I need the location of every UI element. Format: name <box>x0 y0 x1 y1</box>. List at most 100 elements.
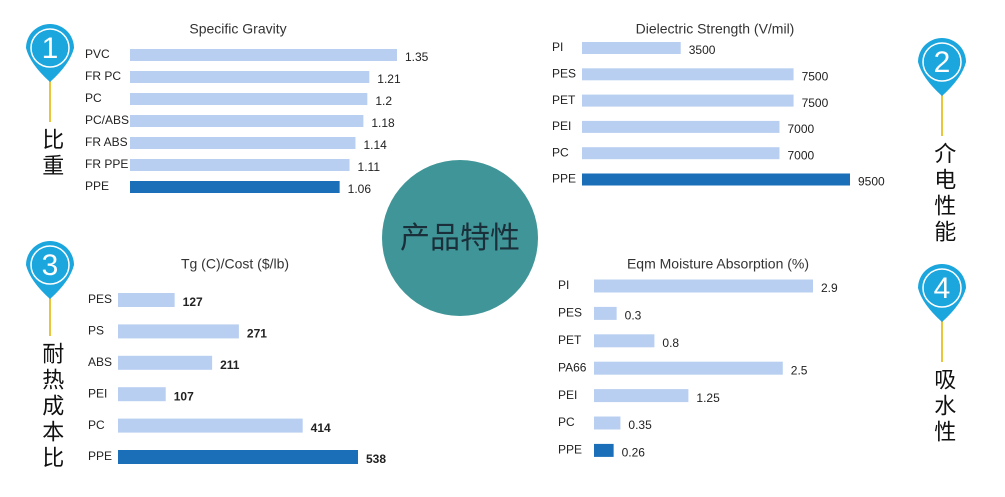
badge-number: 2 <box>934 46 951 79</box>
badge-label: 介电性能 <box>931 142 956 246</box>
value-label: 1.18 <box>371 116 395 130</box>
category-label: PC <box>552 145 569 159</box>
value-label: 211 <box>220 358 240 372</box>
value-label: 127 <box>183 295 203 309</box>
value-label: 7000 <box>787 122 814 136</box>
bar <box>582 68 794 81</box>
chart-title: Tg (C)/Cost ($/lb) <box>181 256 289 272</box>
category-label: PES <box>558 306 582 320</box>
bar <box>594 361 783 375</box>
bar <box>130 93 368 105</box>
bar <box>582 120 780 133</box>
category-label: PC/ABS <box>85 113 129 127</box>
badge-pin <box>918 264 966 322</box>
value-label: 0.35 <box>628 418 652 432</box>
category-label: PEI <box>88 386 107 400</box>
value-label: 1.2 <box>375 94 392 108</box>
badge-pin <box>26 241 74 299</box>
value-label: 7000 <box>787 148 814 162</box>
category-label: PI <box>552 40 563 54</box>
bar <box>118 450 358 464</box>
category-label: PEI <box>552 119 571 133</box>
value-label: 0.3 <box>625 309 642 323</box>
category-label: PC <box>558 415 575 429</box>
center-label: 产品特性 <box>400 222 520 255</box>
badge-pin <box>26 24 74 82</box>
bar <box>130 71 370 83</box>
bar <box>582 42 681 54</box>
category-label: PPE <box>88 449 112 463</box>
badge-number: 3 <box>42 249 59 282</box>
badge-number: 1 <box>42 32 59 65</box>
bar <box>594 279 813 293</box>
badge-ring <box>30 245 70 285</box>
bar <box>594 389 689 403</box>
bar <box>594 416 621 430</box>
bar <box>118 418 303 433</box>
bar <box>594 443 614 457</box>
category-label: PC <box>88 418 105 432</box>
category-label: PPE <box>552 172 576 186</box>
value-label: 9500 <box>858 175 885 189</box>
badge-pin <box>918 38 966 96</box>
chart-title: Eqm Moisture Absorption (%) <box>627 256 809 272</box>
category-label: PES <box>88 292 112 306</box>
value-label: 3500 <box>689 43 716 57</box>
badge-ring <box>922 268 962 308</box>
category-label: PES <box>552 66 576 80</box>
chart-title: Dielectric Strength (V/mil) <box>636 21 795 37</box>
value-label: 1.25 <box>696 391 720 405</box>
value-label: 2.9 <box>821 281 838 295</box>
category-label: PA66 <box>558 360 587 374</box>
value-label: 107 <box>174 389 194 403</box>
value-label: 1.35 <box>405 50 429 64</box>
bar <box>582 173 850 186</box>
value-label: 414 <box>311 421 331 435</box>
value-label: 271 <box>247 327 267 341</box>
category-label: PC <box>85 91 102 105</box>
value-label: 1.11 <box>358 160 381 174</box>
category-label: ABS <box>88 355 112 369</box>
bar <box>130 181 340 193</box>
bar <box>118 387 166 402</box>
badge-label: 耐热成本比 <box>39 342 64 472</box>
bar <box>130 159 350 171</box>
value-label: 1.14 <box>363 138 387 152</box>
center-circle <box>382 160 538 316</box>
bar <box>118 324 239 339</box>
value-label: 2.5 <box>791 363 808 377</box>
badge-label: 吸水性 <box>931 368 956 446</box>
value-label: 7500 <box>802 69 829 83</box>
category-label: PI <box>558 278 569 292</box>
category-label: FR PC <box>85 69 121 83</box>
category-label: FR PPE <box>85 157 128 171</box>
badge-ring <box>30 28 70 68</box>
bar <box>130 137 356 149</box>
category-label: FR ABS <box>85 135 128 149</box>
value-label: 538 <box>366 452 386 466</box>
badge-label: 比重 <box>39 128 64 180</box>
category-label: PET <box>558 333 582 347</box>
bar <box>582 94 794 107</box>
category-label: PPE <box>85 179 109 193</box>
bar <box>594 334 655 348</box>
value-label: 0.8 <box>662 336 679 350</box>
value-label: 1.06 <box>348 182 372 196</box>
badge-number: 4 <box>934 272 951 305</box>
category-label: PEI <box>558 388 577 402</box>
category-label: PS <box>88 324 104 338</box>
value-label: 7500 <box>802 96 829 110</box>
category-label: PET <box>552 93 576 107</box>
badge-ring <box>922 42 962 82</box>
category-label: PVC <box>85 47 110 61</box>
bar <box>582 147 780 160</box>
bar <box>118 293 175 307</box>
bar <box>594 306 617 320</box>
value-label: 1.21 <box>377 72 401 86</box>
category-label: PPE <box>558 443 582 457</box>
bar <box>130 49 397 61</box>
bar <box>130 115 364 127</box>
value-label: 0.26 <box>622 446 646 460</box>
chart-title: Specific Gravity <box>189 21 286 37</box>
